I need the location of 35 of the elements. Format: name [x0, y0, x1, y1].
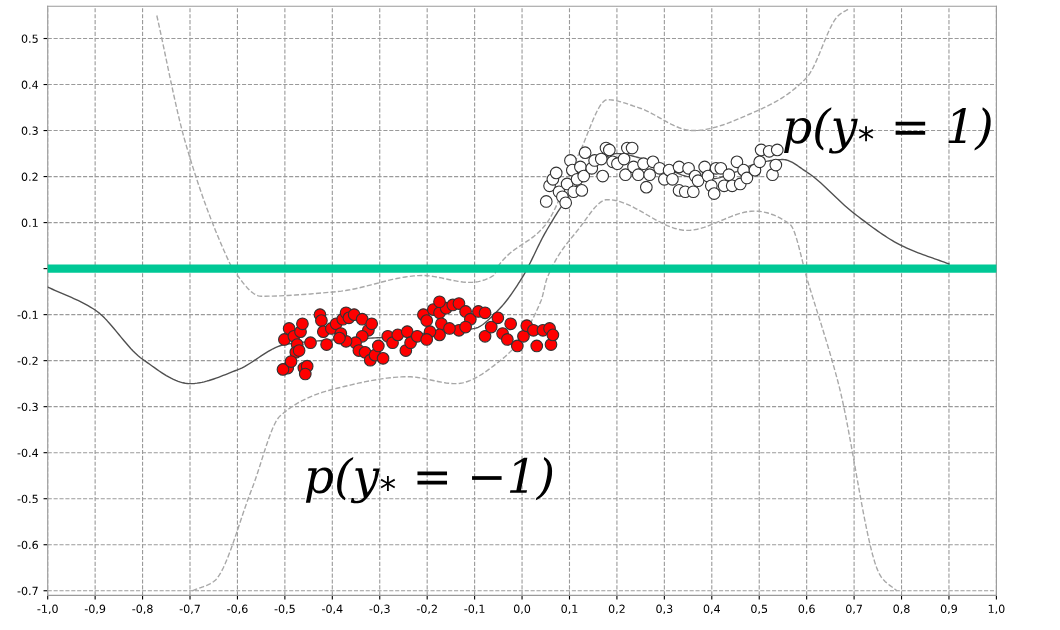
y-tick-label: -0.1	[17, 310, 38, 320]
x-tick-label: 0,0	[513, 604, 531, 615]
x-tick-label: -0,5	[274, 604, 295, 615]
x-tick-label: 0,8	[893, 604, 910, 615]
x-tick-label: -0,8	[132, 604, 153, 615]
x-tick-label: 0,1	[561, 604, 578, 615]
y-tick-label: -0.2	[17, 356, 38, 366]
y-tick-label: -0.7	[17, 586, 38, 596]
x-tick-label: 0,6	[798, 604, 815, 615]
x-tick-label: -0,9	[84, 604, 106, 615]
x-tick-label: -1,0	[37, 604, 58, 615]
x-tick-label: 0,7	[845, 604, 862, 615]
x-tick-label: -0,1	[464, 604, 485, 615]
x-tick-label: 0,3	[656, 604, 673, 615]
y-tick-label: -0.4	[17, 448, 39, 458]
y-tick-label: 0.2	[21, 172, 38, 181]
x-tick-label: -0,4	[322, 604, 343, 615]
y-tick-label: 0.3	[21, 126, 38, 135]
x-tick-label: 0,9	[940, 604, 958, 615]
x-tick-label: -0,6	[227, 604, 248, 615]
x-tick-label: -0,2	[416, 604, 437, 615]
x-tick-label: 0,5	[751, 604, 768, 615]
x-tick-label: 0,4	[703, 604, 720, 615]
y-tick-label: -0.3	[17, 402, 38, 412]
x-tick-label: -0,7	[179, 604, 200, 615]
x-tick-label: 1,0	[988, 604, 1005, 615]
y-tick-label: 0.1	[21, 218, 38, 227]
y-tick-label: -0.5	[17, 494, 38, 504]
annotation: p(y$_{*}$ = 1)	[784, 107, 991, 154]
x-tick-label: -0,3	[369, 604, 390, 615]
y-tick-label: 0.4	[21, 80, 39, 89]
x-tick-label: 0,2	[608, 604, 625, 615]
y-tick-label: -0.6	[17, 540, 38, 550]
annotation: p(y$_{*}$ = −1)	[305, 456, 553, 504]
y-tick-label: 0.5	[21, 34, 38, 43]
